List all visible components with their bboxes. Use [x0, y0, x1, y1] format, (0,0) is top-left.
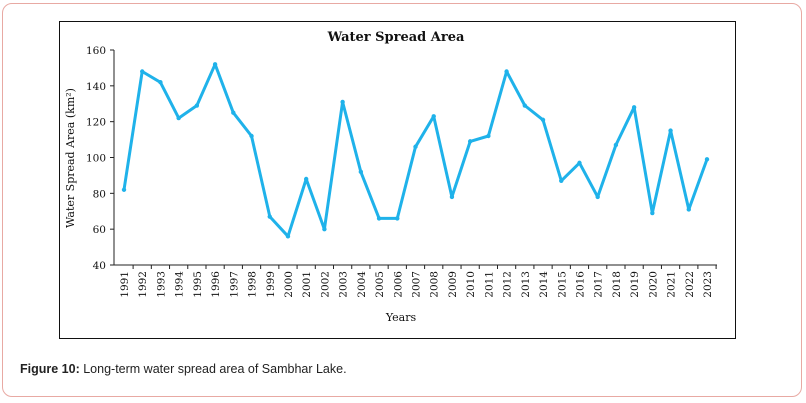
x-tick-label: 1999: [265, 271, 277, 298]
data-point: [540, 117, 546, 123]
x-tick-label: 1998: [247, 271, 259, 298]
x-tick-label: 1996: [210, 271, 222, 298]
axes: [113, 50, 717, 266]
x-tick-label: 2000: [283, 271, 295, 298]
x-tick-label: 2009: [447, 271, 459, 298]
data-point: [431, 114, 436, 119]
data-point: [486, 133, 491, 139]
chart-border: [59, 21, 736, 339]
x-tick-label: 2006: [392, 271, 404, 298]
data-point: [595, 194, 600, 200]
x-tick-label: 2003: [338, 271, 350, 298]
x-tick-label: 2019: [629, 271, 641, 298]
series-line: [122, 62, 709, 238]
data-point: [140, 69, 145, 74]
data-point: [704, 157, 710, 162]
data-point: [194, 103, 200, 108]
data-point: [158, 80, 163, 85]
x-axis-label: Years: [385, 311, 417, 324]
data-point: [212, 62, 218, 67]
data-point: [285, 234, 291, 239]
x-ticks: 1991 1992 1993 1994 1995 1996 1997 1998 1999 2000…: [119, 265, 717, 298]
x-tick-label: 1993: [155, 271, 167, 298]
x-tick-label: 1994: [174, 271, 186, 298]
data-point: [613, 142, 619, 148]
x-tick-label: 2004: [356, 271, 368, 298]
data-point: [504, 69, 509, 74]
data-point: [577, 160, 582, 166]
x-tick-label: 2020: [647, 271, 659, 298]
y-tick-label: 160: [86, 45, 106, 57]
data-point: [340, 99, 345, 105]
series-group: [121, 62, 710, 239]
caption-text: Long-term water spread area of Sambhar L…: [79, 362, 347, 376]
data-point: [376, 216, 382, 221]
x-tick-label: 2011: [483, 271, 495, 298]
caption-label: Figure 10:: [20, 362, 80, 376]
x-tick-label: 2002: [319, 271, 331, 298]
x-tick-label: 2012: [502, 271, 514, 298]
data-point: [303, 176, 309, 182]
x-tick-label: 2013: [520, 271, 532, 298]
x-tick-label: 2015: [556, 271, 568, 298]
y-tick-label: 80: [93, 188, 106, 200]
x-tick-label: 2005: [374, 271, 386, 298]
x-tick-label: 2007: [411, 271, 423, 298]
data-point: [559, 178, 564, 183]
y-tick-label: 140: [86, 81, 106, 93]
x-tick-label: 2008: [429, 271, 441, 298]
data-point: [631, 105, 637, 110]
data-point: [522, 103, 528, 108]
data-point: [650, 210, 655, 216]
x-tick-label: 1992: [137, 271, 149, 298]
data-point: [467, 139, 473, 144]
x-tick-label: 2022: [684, 271, 696, 298]
data-point: [322, 226, 327, 232]
data-point: [413, 144, 418, 149]
y-tick-label: 60: [93, 224, 106, 236]
y-tick-label: 100: [86, 153, 106, 165]
chart-title: Water Spread Area: [327, 30, 465, 45]
x-tick-label: 2017: [593, 271, 605, 298]
x-tick-label: 2023: [702, 271, 714, 298]
x-tick-label: 2010: [465, 271, 477, 298]
y-ticks: 40 60 80 100 120 140 160: [86, 45, 114, 272]
x-tick-label: 2018: [611, 271, 623, 298]
x-tick-label: 2016: [574, 271, 586, 298]
data-point: [686, 207, 691, 212]
x-tick-label: 1991: [119, 271, 131, 298]
data-point: [267, 214, 272, 219]
data-point: [449, 194, 455, 200]
data-point: [358, 169, 364, 175]
figure-caption: Figure 10: Long-term water spread area o…: [20, 362, 347, 376]
x-tick-label: 2014: [538, 271, 550, 298]
data-point: [231, 110, 236, 115]
data-point: [668, 128, 673, 133]
y-axis-label: Water Spread Area (km²): [64, 88, 77, 228]
data-point: [395, 216, 400, 221]
y-tick-label: 40: [93, 260, 106, 272]
data-point: [121, 187, 127, 192]
y-tick-label: 120: [86, 117, 106, 129]
x-tick-label: 1997: [228, 271, 240, 298]
x-tick-label: 2021: [666, 271, 678, 298]
data-point: [249, 133, 254, 139]
x-tick-label: 1995: [192, 271, 204, 298]
x-tick-label: 2001: [301, 271, 313, 298]
data-point: [176, 115, 181, 121]
